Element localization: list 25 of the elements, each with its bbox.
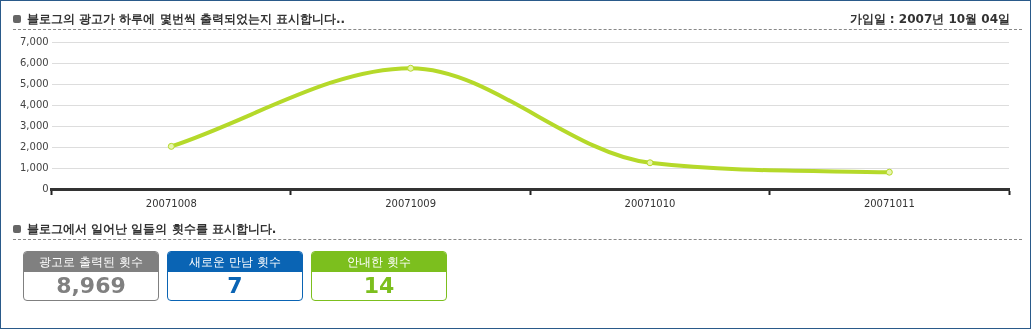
point — [885, 168, 893, 176]
text: 7 — [227, 273, 243, 298]
y-tick-label: 6,000 — [19, 56, 49, 68]
x-tick-label: 20071010 — [624, 197, 676, 209]
x-tick-label: 20071008 — [145, 197, 197, 209]
y-tick-label: 1,000 — [19, 161, 49, 173]
x-tick-label: 20071009 — [385, 197, 437, 209]
x-tick-label: 20071011 — [863, 197, 915, 209]
category-label: 새로운 만남 횟수 — [168, 252, 302, 272]
text: 블로그에서 일어난 일들의 횟수를 표시합니다. — [27, 220, 277, 238]
y-tick-label: 3,000 — [19, 119, 49, 131]
y-tick-label: 0 — [42, 182, 49, 194]
y-tick-label: 2,000 — [19, 140, 49, 152]
text: 8,969 — [56, 273, 126, 298]
chart-title: 블로그의 광고가 하루에 몇번씩 출력되었는지 표시합니다.. — [27, 10, 346, 28]
chart-subtitle: 가입일 : 2007년 10월 04일 — [849, 10, 1010, 28]
y-tick-label: 4,000 — [19, 98, 49, 110]
point — [407, 64, 415, 72]
point — [167, 142, 175, 150]
text: 14 — [363, 273, 395, 298]
category-label: 광고로 출력된 횟수 — [24, 252, 158, 272]
category-label: 안내한 횟수 — [312, 252, 446, 272]
y-tick-label: 5,000 — [19, 77, 49, 89]
point — [646, 159, 654, 167]
y-tick-label: 7,000 — [19, 35, 49, 47]
